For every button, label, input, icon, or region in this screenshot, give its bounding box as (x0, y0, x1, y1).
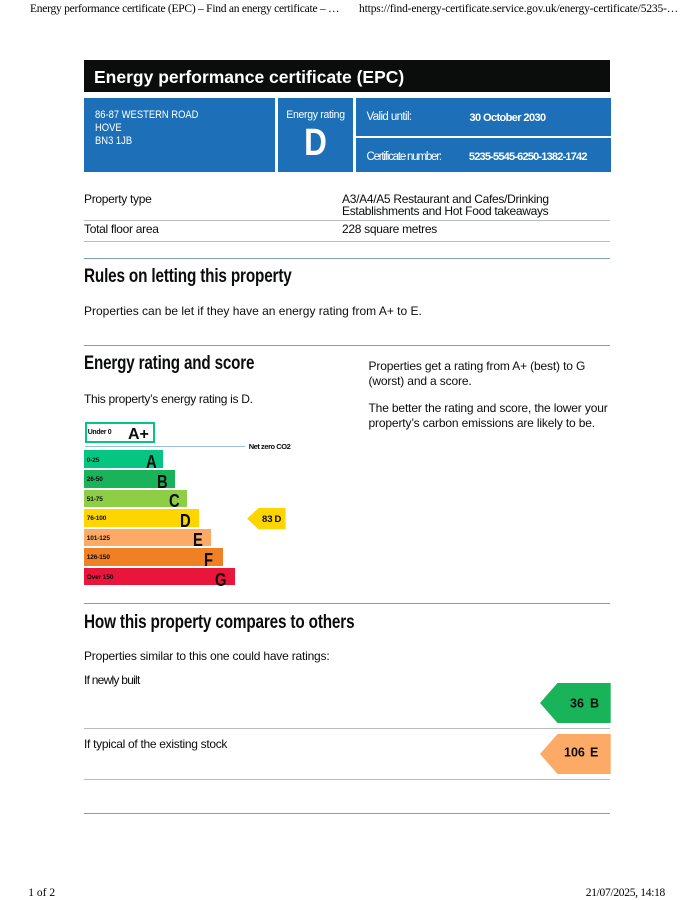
svg-text:E: E (590, 746, 598, 760)
svg-text:83: 83 (262, 514, 273, 525)
svg-text:36: 36 (570, 697, 584, 711)
svg-text:B: B (590, 697, 599, 711)
svg-text:D: D (274, 514, 281, 525)
svg-text:106: 106 (564, 746, 585, 760)
